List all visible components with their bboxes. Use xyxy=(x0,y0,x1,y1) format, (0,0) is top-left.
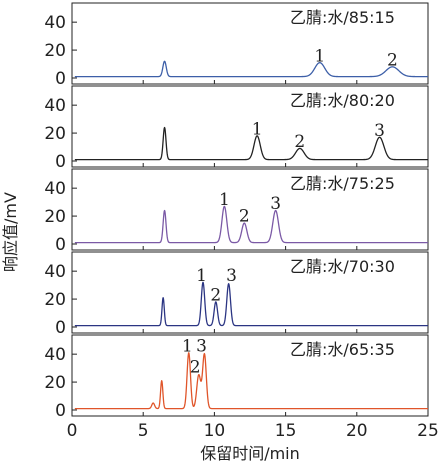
y-tick-label: 20 xyxy=(44,124,66,144)
y-tick-label: 20 xyxy=(44,41,66,61)
y-axis-title: 响应值/mV xyxy=(1,192,20,272)
y-tick-label: 40 xyxy=(44,96,66,116)
panel-condition-label: 乙腈:水/80:20 xyxy=(290,91,395,110)
y-tick-label: 0 xyxy=(55,401,66,421)
x-axis-title: 保留时间/min xyxy=(200,444,300,463)
peak-number-label: 3 xyxy=(270,194,281,214)
peak-number-label: 1 xyxy=(252,119,263,139)
x-tick-label: 20 xyxy=(346,421,368,441)
panel-frame xyxy=(71,251,429,334)
peak-number-label: 3 xyxy=(226,266,237,286)
chromatogram-trace xyxy=(74,205,429,244)
panel-condition-label: 乙腈:水/85:15 xyxy=(290,8,395,27)
chromatogram-trace xyxy=(74,281,429,327)
peak-number-label: 2 xyxy=(210,285,221,305)
chromatogram-trace xyxy=(74,352,429,410)
y-tick-label: 0 xyxy=(55,152,66,172)
x-tick-label: 10 xyxy=(204,421,226,441)
peak-number-label: 3 xyxy=(374,121,385,141)
y-tick-label: 0 xyxy=(55,318,66,338)
y-tick-label: 40 xyxy=(44,179,66,199)
peak-number-label: 3 xyxy=(196,336,207,356)
panel-condition-label: 乙腈:水/70:30 xyxy=(290,257,395,276)
panel-3: 0 20 40 乙腈:水/75:25 123 xyxy=(44,168,429,255)
x-tick-label: 5 xyxy=(138,421,149,441)
panel-1: 0 20 40 乙腈:水/85:15 1 2 xyxy=(44,2,429,89)
peak-number-label: 1 xyxy=(182,336,193,356)
panel-4: 0 20 40 乙腈:水/70:30 123 xyxy=(44,251,429,338)
chromatogram-trace xyxy=(74,126,429,161)
y-tick-label: 20 xyxy=(44,207,66,227)
peak-number-label: 2 xyxy=(387,50,398,70)
y-tick-label: 40 xyxy=(44,13,66,33)
peak-number-label: 2 xyxy=(294,132,305,152)
panel-condition-label: 乙腈:水/75:25 xyxy=(290,174,395,193)
peak-number-label: 2 xyxy=(239,207,250,227)
y-tick-label: 0 xyxy=(55,69,66,89)
panel-5: 0 20 40 乙腈:水/65:35 1 32 xyxy=(44,334,429,421)
panel-frame xyxy=(71,168,429,251)
panel-condition-label: 乙腈:水/65:35 xyxy=(290,340,395,359)
y-tick-label: 40 xyxy=(44,345,66,365)
x-tick-label: 15 xyxy=(275,421,297,441)
peak-number-label: 2 xyxy=(190,357,201,377)
panel-frame xyxy=(71,85,429,168)
y-tick-label: 20 xyxy=(44,290,66,310)
y-tick-label: 20 xyxy=(44,373,66,393)
peak-number-label: 1 xyxy=(314,46,325,66)
panel-frame xyxy=(71,2,429,85)
peak-number-label: 1 xyxy=(196,266,207,286)
panel-2: 0 20 40 乙腈:水/80:20 1 2 3 xyxy=(44,85,429,172)
x-tick-label: 25 xyxy=(417,421,439,441)
panel-frame xyxy=(71,334,429,417)
y-tick-label: 0 xyxy=(55,235,66,255)
y-tick-label: 40 xyxy=(44,262,66,282)
x-axis: 0 5 10 15 20 25 xyxy=(67,421,439,441)
chromatogram-trace xyxy=(74,60,429,78)
peak-number-label: 1 xyxy=(219,190,230,210)
x-tick-label: 0 xyxy=(67,421,78,441)
